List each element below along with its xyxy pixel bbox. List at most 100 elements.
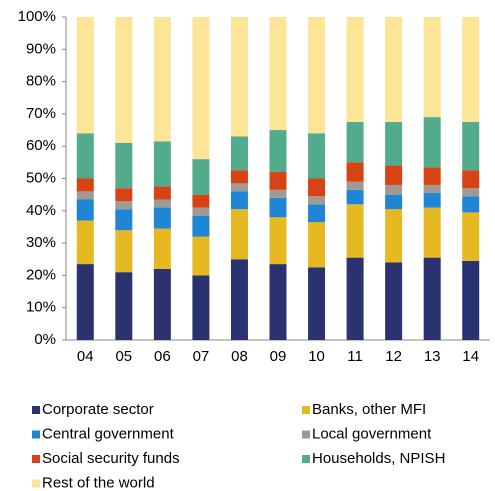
- bar-segment: [192, 236, 210, 276]
- bar-segment: [308, 133, 326, 179]
- x-tick-label: 12: [385, 348, 402, 365]
- bar-segment: [153, 186, 171, 200]
- bar-segment: [269, 217, 287, 265]
- bar-segment: [385, 209, 403, 263]
- bar-segment: [423, 167, 441, 185]
- bar-segment: [385, 165, 403, 185]
- bar-segment: [308, 222, 326, 268]
- bar-segment: [308, 17, 326, 134]
- bar-segment: [308, 204, 326, 223]
- x-tick-label: 11: [347, 348, 363, 365]
- bar-segment: [76, 220, 94, 265]
- legend-swatch: [32, 479, 40, 488]
- y-tick-label: 20%: [26, 266, 56, 283]
- bar-segment: [76, 178, 94, 192]
- bar-segment: [385, 184, 403, 195]
- bar-segment: [423, 184, 441, 194]
- bar-segment: [115, 201, 133, 210]
- bar-segment: [346, 204, 364, 258]
- bar-segment: [346, 162, 364, 182]
- bar-segment: [115, 272, 133, 340]
- bar-segment: [76, 17, 94, 134]
- bar-segment: [153, 228, 171, 269]
- bar-segment: [230, 259, 248, 340]
- x-tick-label: 09: [270, 348, 287, 365]
- legend-label: Central government: [42, 425, 175, 442]
- x-tick-label: 06: [154, 348, 171, 365]
- bar-segment: [308, 178, 326, 197]
- y-tick-label: 30%: [26, 234, 56, 251]
- bar-segment: [269, 197, 287, 218]
- bar-segment: [346, 189, 364, 205]
- bar-segment: [192, 215, 210, 237]
- legend-label: Households, NPISH: [312, 450, 445, 467]
- x-tick-label: 14: [462, 348, 479, 365]
- bar-segment: [192, 159, 210, 195]
- bar-segment: [462, 121, 480, 171]
- bar-segment: [423, 207, 441, 258]
- bar-segment: [153, 141, 171, 187]
- legend-swatch: [302, 406, 310, 414]
- bar-segment: [115, 142, 133, 189]
- bar-segment: [76, 191, 94, 200]
- bar-segment: [462, 188, 480, 197]
- bar-segment: [76, 199, 94, 221]
- legend-label: Corporate sector: [42, 401, 154, 418]
- y-tick-label: 90%: [26, 40, 56, 57]
- bar-segment: [230, 17, 248, 137]
- y-tick-label: 0%: [34, 331, 56, 348]
- y-tick-label: 80%: [26, 73, 56, 90]
- bar-segment: [462, 260, 480, 340]
- bar-segment: [192, 194, 210, 208]
- legend-swatch: [302, 455, 310, 463]
- bar-segment: [76, 133, 94, 179]
- bar-segment: [346, 257, 364, 340]
- legend-label: Rest of the world: [42, 474, 155, 491]
- x-tick-label: 10: [308, 348, 325, 365]
- bar-segment: [346, 17, 364, 122]
- bar-segment: [346, 121, 364, 163]
- bar-segment: [423, 257, 441, 340]
- legend-label: Local government: [312, 425, 432, 442]
- bar-segment: [115, 17, 133, 143]
- bar-segment: [385, 17, 403, 122]
- y-tick-label: 60%: [26, 137, 56, 154]
- bar-segment: [423, 193, 441, 208]
- bar-segment: [115, 209, 133, 231]
- bar-segment: [153, 207, 171, 229]
- bar-segment: [308, 267, 326, 340]
- bar-segment: [462, 212, 480, 261]
- legend-label: Social security funds: [42, 450, 180, 467]
- legend-swatch: [32, 406, 40, 414]
- x-tick-label: 08: [231, 348, 248, 365]
- bar-segment: [192, 275, 210, 340]
- bar-segment: [115, 230, 133, 273]
- bar-segment: [269, 130, 287, 173]
- bar-segment: [230, 136, 248, 171]
- legend-label: Banks, other MFI: [312, 401, 426, 418]
- bar-segment: [462, 196, 480, 213]
- legend-swatch: [32, 430, 40, 439]
- bar-segment: [423, 17, 441, 118]
- bar-segment: [462, 17, 480, 122]
- bar-segment: [153, 17, 171, 142]
- x-tick-label: 13: [424, 348, 441, 365]
- bar-segment: [346, 181, 364, 190]
- y-tick-label: 10%: [26, 299, 56, 316]
- y-tick-label: 70%: [26, 105, 56, 122]
- y-tick-label: 40%: [26, 202, 56, 219]
- x-tick-label: 04: [77, 348, 94, 365]
- bar-segment: [153, 268, 171, 340]
- bar-segment: [192, 207, 210, 216]
- bar-segment: [462, 170, 480, 189]
- legend-swatch: [302, 430, 310, 439]
- bar-segment: [230, 170, 248, 184]
- bar-segment: [385, 262, 403, 340]
- y-tick-label: 100%: [18, 8, 56, 25]
- bar-segment: [385, 194, 403, 210]
- bar-segment: [153, 199, 171, 208]
- bar-segment: [115, 188, 133, 202]
- bar-segment: [269, 172, 287, 190]
- bar-segment: [269, 189, 287, 198]
